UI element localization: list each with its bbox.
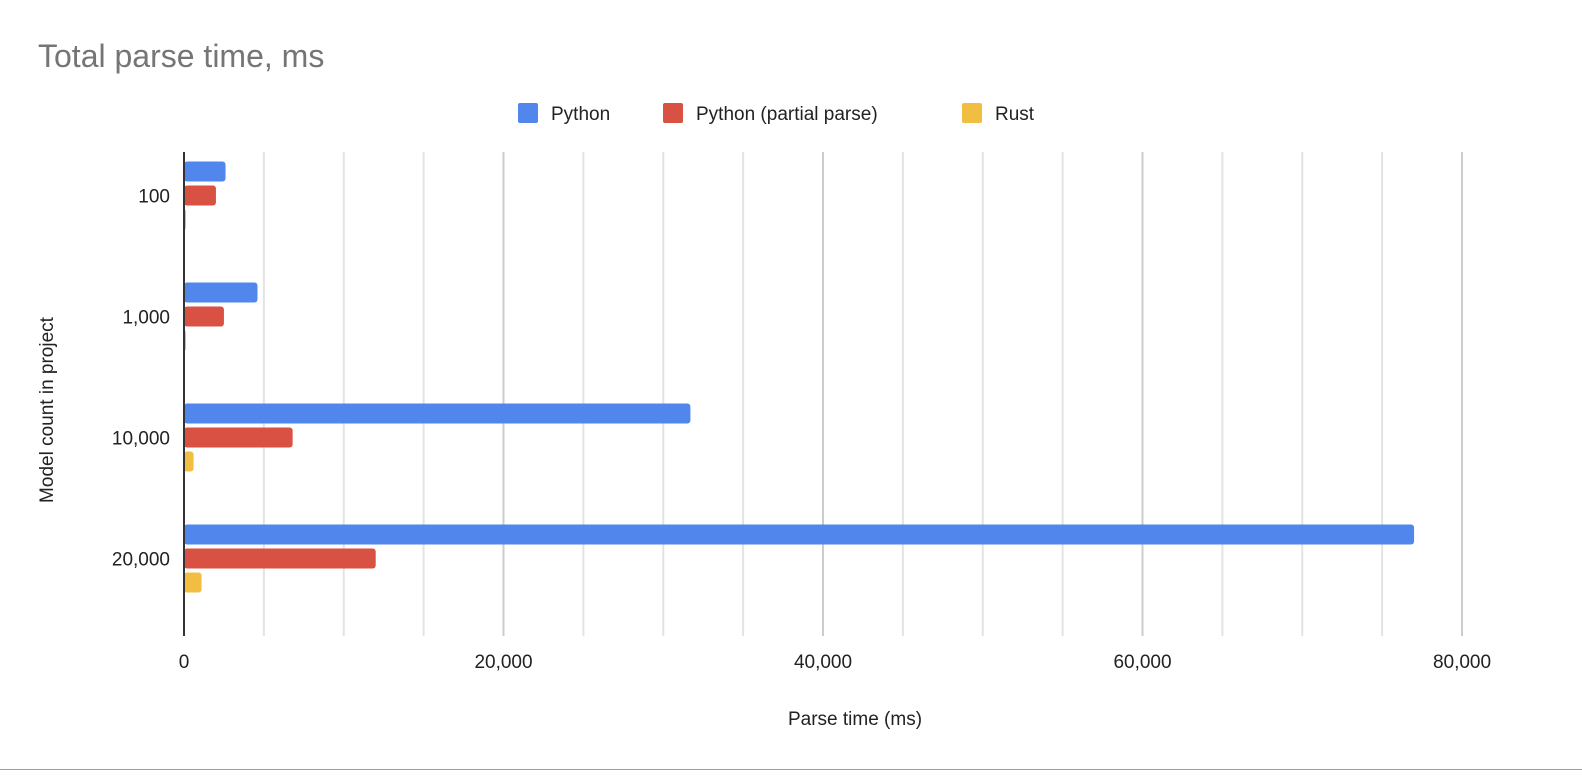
x-tick-label: 0 [179, 652, 190, 673]
y-tick-label: 1,000 [122, 308, 170, 329]
x-tick-labels: 0 20,000 40,000 60,000 80,000 [179, 652, 1491, 673]
chart-title: Total parse time, ms [38, 38, 324, 74]
bar-rust [184, 451, 194, 472]
y-tick-label: 10,000 [112, 429, 170, 450]
gridlines [262, 152, 1463, 636]
y-tick-labels: 100 1,000 10,000 20,000 [112, 187, 170, 571]
legend-swatch [663, 103, 683, 123]
y-tick-label: 20,000 [112, 550, 170, 571]
x-tick-label: 80,000 [1433, 652, 1491, 673]
bar-python-partial-parse [184, 427, 293, 448]
legend-label: Python (partial parse) [696, 104, 878, 125]
y-axis-label: Model count in project [37, 316, 58, 503]
legend-swatch [518, 103, 538, 123]
y-tick-label: 100 [138, 187, 170, 208]
legend: Python Python (partial parse) Rust [518, 103, 1035, 125]
x-tick-label: 40,000 [794, 652, 852, 673]
x-tick-label: 60,000 [1113, 652, 1171, 673]
legend-label: Rust [995, 104, 1035, 125]
legend-label: Python [551, 104, 610, 125]
bars [184, 161, 1415, 593]
bar-python-partial-parse [184, 306, 224, 327]
bottom-border [0, 769, 1582, 770]
bar-python-partial-parse [184, 185, 216, 206]
bar-python [184, 403, 691, 424]
bar-python-partial-parse [184, 548, 376, 569]
bar-python [184, 161, 226, 182]
x-tick-label: 20,000 [474, 652, 532, 673]
x-axis-label: Parse time (ms) [788, 709, 922, 730]
legend-swatch [962, 103, 982, 123]
bar-python [184, 282, 258, 303]
bar-python [184, 524, 1415, 545]
bar-rust [184, 572, 202, 593]
